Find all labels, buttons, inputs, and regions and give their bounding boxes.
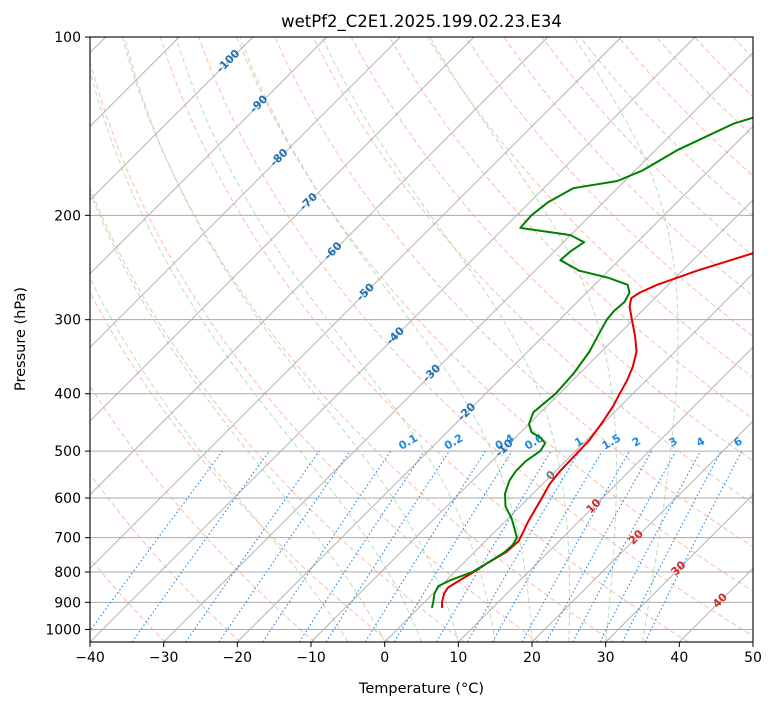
isotherm-label: 10 xyxy=(584,496,604,516)
y-tick-label: 400 xyxy=(54,387,81,403)
dry-adiabat-line xyxy=(504,37,775,642)
isotherm-label: -80 xyxy=(267,146,290,169)
mixing-ratio-line xyxy=(326,451,449,642)
dry-adiabat-line xyxy=(466,37,775,642)
isotherm-label: -90 xyxy=(247,92,270,115)
x-axis-label: Temperature (°C) xyxy=(358,681,484,697)
y-axis-label: Pressure (hPa) xyxy=(13,287,29,391)
isotherm-label: -70 xyxy=(297,190,320,213)
moist-adiabat-line xyxy=(430,37,617,642)
x-tick-label: 30 xyxy=(597,650,615,666)
mixing-ratio-line xyxy=(522,451,629,642)
moist-adiabat-line xyxy=(574,37,678,642)
moist-adiabat-line xyxy=(17,37,348,642)
mixing-ratio-line xyxy=(365,451,485,642)
y-tick-label: 800 xyxy=(54,565,81,581)
mixing-ratio-line xyxy=(82,451,223,642)
dry-adiabat-line xyxy=(275,37,775,642)
isotherm-label: 40 xyxy=(710,590,730,610)
isotherm-label: -100 xyxy=(214,47,243,76)
mixing-ratio-label: 2 xyxy=(630,435,643,450)
chart-title: wetPf2_C2E1.2025.199.02.23.E34 xyxy=(281,12,562,32)
x-tick-label: −10 xyxy=(296,650,326,666)
isotherm-label: 20 xyxy=(626,527,646,547)
mixing-ratio-label: 8 xyxy=(760,435,773,450)
mixing-ratio-line xyxy=(622,451,721,642)
dry-adiabat-line xyxy=(733,37,775,642)
y-tick-label: 900 xyxy=(54,595,81,611)
isotherm-line xyxy=(16,37,621,642)
y-tick-label: 100 xyxy=(54,30,81,46)
x-tick-label: −20 xyxy=(223,650,253,666)
x-tick-label: −40 xyxy=(75,650,105,666)
dry-adiabat-line xyxy=(8,37,390,642)
y-tick-label: 700 xyxy=(54,531,81,547)
dry-adiabat-line xyxy=(351,37,775,642)
isotherm-line xyxy=(0,37,253,642)
y-tick-label: 200 xyxy=(54,208,81,224)
dry-adiabat-line xyxy=(0,37,315,642)
mixing-ratio-line xyxy=(299,451,424,642)
isotherm-line xyxy=(0,37,548,642)
x-tick-label: −30 xyxy=(149,650,179,666)
isotherm-label: -30 xyxy=(420,361,443,384)
isotherm-line xyxy=(385,37,775,642)
isotherm-line xyxy=(0,37,400,642)
x-tick-label: 0 xyxy=(380,650,389,666)
y-tick-label: 1000 xyxy=(45,622,81,638)
y-axis: 1000 900 800 700 600 500 400 300 200 100 xyxy=(45,30,90,638)
y-tick-label: 500 xyxy=(54,444,81,460)
y-tick-label: 300 xyxy=(54,313,81,329)
dry-adiabat-line xyxy=(84,37,539,642)
moist-adiabat-line xyxy=(322,37,570,642)
mixing-ratio-label: 0.2 xyxy=(442,432,465,453)
mixing-ratio-line xyxy=(573,451,676,642)
moist-adiabat-line xyxy=(125,37,459,642)
moist-adiabat-line xyxy=(176,37,495,642)
isotherm-line xyxy=(753,37,775,642)
mixing-ratio-label: 4 xyxy=(694,434,707,449)
mixing-ratio-label: 3 xyxy=(667,435,680,450)
dry-adiabat-line xyxy=(542,37,775,642)
x-tick-label: 40 xyxy=(670,650,688,666)
dry-adiabat-line xyxy=(0,37,240,642)
isotherm-label: -60 xyxy=(321,239,344,262)
mixing-ratio-label: 0.1 xyxy=(396,432,419,453)
mixing-ratio-line xyxy=(436,451,551,642)
isotherm-line xyxy=(0,37,327,642)
dry-adiabat-line xyxy=(389,37,775,642)
x-tick-label: 50 xyxy=(744,650,762,666)
mixing-ratio-label: 1.5 xyxy=(600,432,623,453)
dry-adiabat-line xyxy=(656,37,775,642)
y-tick-label: 600 xyxy=(54,491,81,507)
x-axis: −40 −30 −20 −10 0 10 20 30 40 50 xyxy=(75,642,762,666)
x-tick-label: 20 xyxy=(523,650,541,666)
isotherm-label: -50 xyxy=(354,280,377,303)
mixing-ratio-line xyxy=(219,451,350,642)
isotherm-label: 30 xyxy=(669,558,689,578)
moist-adiabat-line xyxy=(83,37,422,642)
mixing-ratio-labels: 0.10.20.40.611.52346810131620253036 xyxy=(396,431,775,452)
x-tick-label: 10 xyxy=(449,650,467,666)
mixing-ratio-label: 6 xyxy=(732,434,745,449)
isotherm-label: -20 xyxy=(455,400,478,423)
dry-adiabat-line xyxy=(771,37,775,642)
dry-adiabat-line xyxy=(695,37,775,642)
